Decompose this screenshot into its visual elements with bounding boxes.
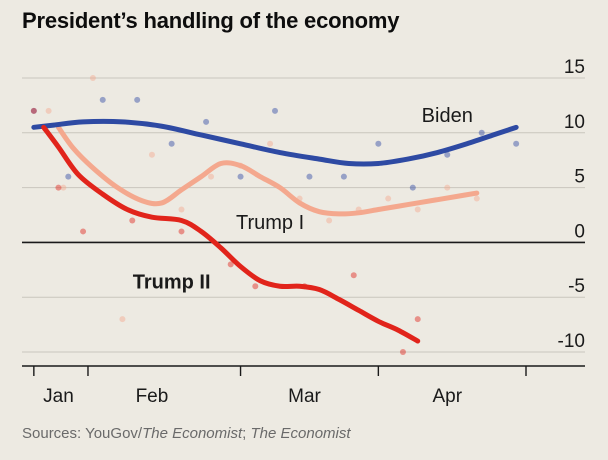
data-point xyxy=(129,217,136,224)
series-line-trump-i xyxy=(55,124,480,217)
data-point xyxy=(340,173,347,180)
data-point xyxy=(203,118,210,125)
x-tick-label: Mar xyxy=(288,386,321,407)
x-tick-label: Apr xyxy=(432,386,462,407)
data-point xyxy=(227,261,234,268)
data-point xyxy=(306,173,313,180)
data-point xyxy=(473,195,480,202)
data-point xyxy=(99,96,106,103)
y-tick-label: -10 xyxy=(558,331,585,352)
data-point xyxy=(208,173,215,180)
data-point xyxy=(375,140,382,147)
data-point xyxy=(89,75,96,81)
data-point xyxy=(55,184,62,191)
data-point xyxy=(252,283,259,290)
data-point xyxy=(134,96,141,103)
data-point xyxy=(444,151,451,158)
series-label-trump-i: Trump I xyxy=(236,212,304,234)
y-tick-label: 10 xyxy=(564,112,585,133)
data-point xyxy=(478,129,485,136)
data-point xyxy=(409,184,416,191)
data-point xyxy=(178,228,185,235)
series-label-trump-ii: Trump II xyxy=(133,271,211,293)
data-point xyxy=(237,173,244,180)
data-point xyxy=(30,107,37,114)
series-line-trump-ii xyxy=(41,124,421,344)
data-point xyxy=(30,107,37,114)
data-point xyxy=(168,140,175,147)
source-italic-2: The Economist xyxy=(250,425,351,442)
data-point xyxy=(45,107,52,114)
y-tick-label: 15 xyxy=(564,57,585,78)
data-point xyxy=(60,184,67,191)
y-tick-label: 5 xyxy=(574,167,585,188)
data-point xyxy=(267,140,274,147)
source-italic-1: The Economist xyxy=(142,425,243,442)
source-note: Sources: YouGov/The Economist; The Econo… xyxy=(22,425,351,442)
chart-title: President’s handling of the economy xyxy=(22,8,400,33)
series-line-biden xyxy=(31,118,519,167)
data-point xyxy=(119,316,126,323)
data-point xyxy=(350,272,357,279)
source-separator: ; xyxy=(242,425,251,442)
source-prefix: Sources: YouGov/ xyxy=(22,425,143,442)
data-point xyxy=(178,206,185,213)
data-point xyxy=(272,107,278,114)
data-point xyxy=(513,140,520,147)
data-point xyxy=(80,228,87,235)
x-tick-label: Feb xyxy=(136,386,169,407)
data-point xyxy=(414,206,421,213)
data-point xyxy=(385,195,392,202)
data-point xyxy=(148,151,155,158)
series-label-biden: Biden xyxy=(422,105,473,127)
data-point xyxy=(444,184,451,191)
x-tick-label: Jan xyxy=(43,386,74,407)
data-point xyxy=(326,217,333,224)
data-point xyxy=(65,173,72,180)
data-point xyxy=(414,316,421,323)
y-tick-label: -5 xyxy=(568,276,585,297)
data-point xyxy=(399,349,406,355)
y-tick-label: 0 xyxy=(574,221,585,242)
